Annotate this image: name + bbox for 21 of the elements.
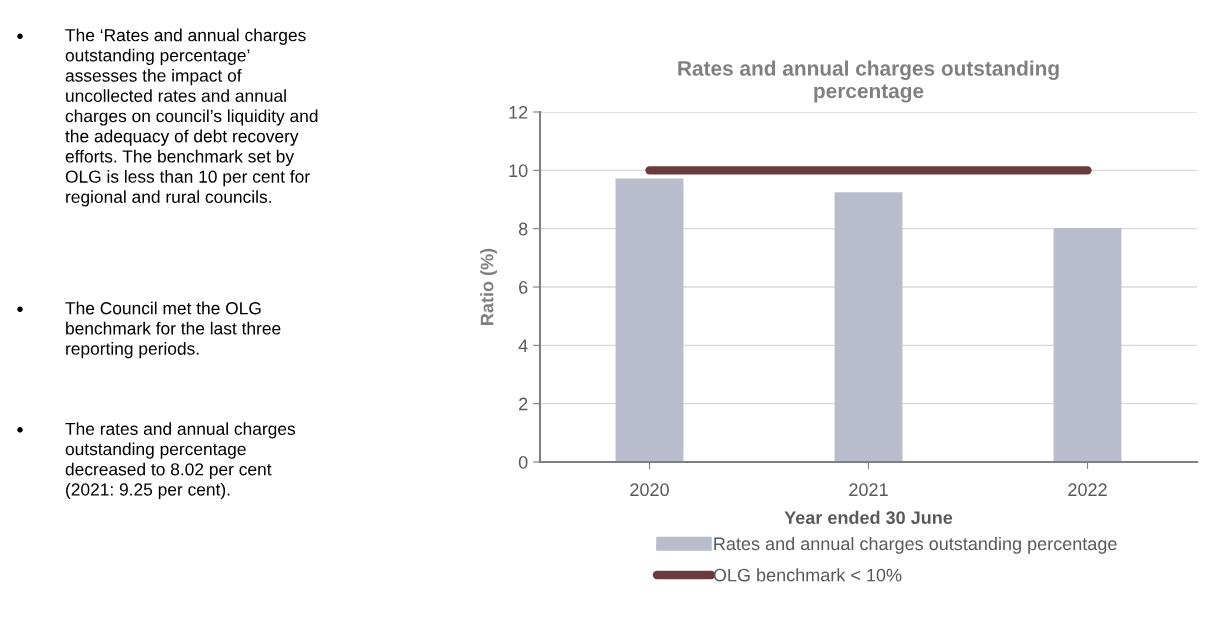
- y-axis-title: Ratio (%): [480, 248, 497, 325]
- bar: [834, 192, 903, 462]
- text: The rates and annual charges outstanding percentage decreased to 8.02 per cent (2021: 9.25 per cent).: [65, 422, 296, 500]
- x-axis-title: Year ended 30 June: [784, 510, 953, 525]
- legend-label: Rates and annual charges outstanding percentage: [714, 536, 1117, 554]
- bar: [1053, 228, 1122, 462]
- y-tick-label: 6: [519, 280, 528, 294]
- bar: [615, 178, 684, 462]
- text: The Council met the OLG benchmark for the last three reporting periods.: [65, 301, 281, 359]
- x-tick-label: 2021: [849, 483, 888, 497]
- text: The ‘Rates and annual charges outstanding percentage’ assesses the impact of uncollected rates and annual charges on council’s liquidity and the adequacy of debt recovery efforts. The benchmark set by OLG is less than 10 per cent for regional and rural councils.: [65, 28, 318, 207]
- y-tick-label: 0: [518, 455, 528, 469]
- x-tick-label: 2022: [1068, 483, 1107, 497]
- x-tick-label: 2020: [630, 483, 669, 497]
- y-tick-label: 12: [509, 105, 528, 119]
- y-tick-label: 8: [518, 222, 528, 236]
- y-tick-label: 2: [519, 397, 528, 411]
- legend-label: OLG benchmark < 10%: [713, 568, 902, 582]
- y-tick-label: 4: [518, 339, 528, 352]
- chart-title: Rates and annual charges outstanding percentage: [678, 60, 1059, 103]
- y-tick-label: 10: [509, 164, 528, 178]
